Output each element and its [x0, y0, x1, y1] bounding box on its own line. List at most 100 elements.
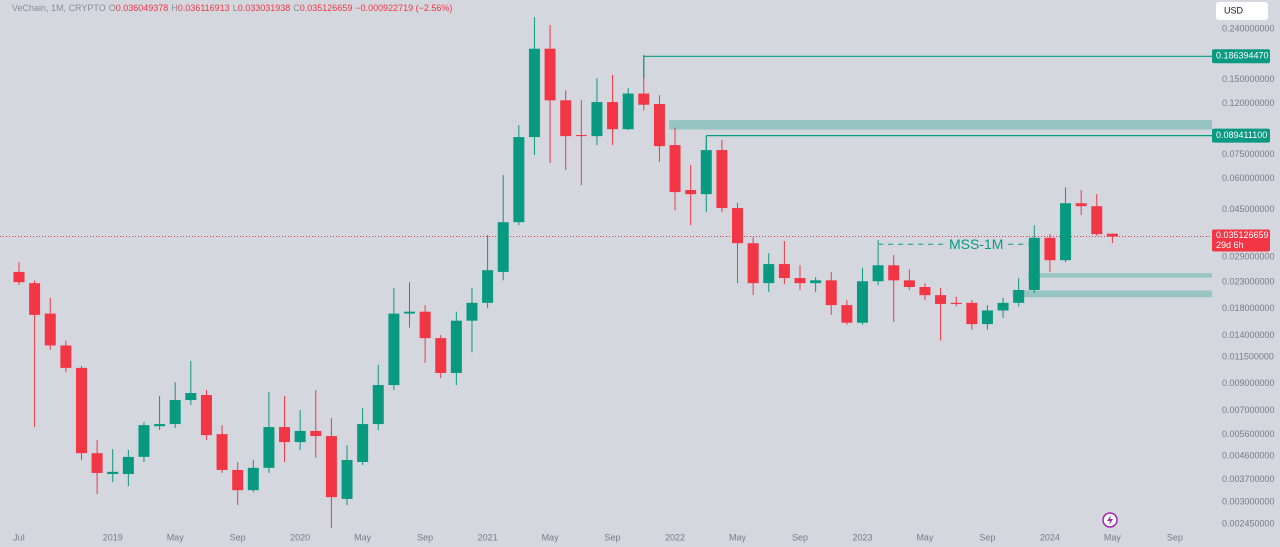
candle-body	[888, 265, 900, 281]
x-tick-label: May	[542, 532, 560, 542]
x-tick-label: Jul	[13, 532, 25, 542]
x-tick-label: 2022	[665, 532, 685, 542]
candle-body	[107, 471, 119, 475]
currency[interactable]: USD	[1224, 5, 1244, 15]
candle-body	[685, 190, 697, 195]
candle-body	[435, 338, 447, 373]
candle-body	[747, 243, 759, 284]
candle-body	[200, 394, 212, 436]
candle-body	[763, 264, 775, 284]
candle-body	[29, 283, 41, 315]
candle-body	[263, 427, 275, 468]
candle-body	[778, 264, 790, 279]
level-price-box	[1212, 128, 1270, 143]
level-price-box	[1212, 49, 1270, 64]
y-tick-label: 0.240000000	[1222, 23, 1275, 33]
alert-bolt	[1107, 515, 1113, 525]
candle-body	[1106, 233, 1118, 237]
legend-text: C	[293, 3, 300, 13]
candle-body	[13, 271, 25, 283]
candle-body	[528, 48, 540, 138]
candle-body	[450, 320, 462, 373]
candle-body	[372, 385, 384, 425]
candle-body	[935, 295, 947, 304]
level-price-label: 0.089411100	[1216, 130, 1267, 140]
candle-body	[825, 280, 837, 306]
x-tick-label: Sep	[605, 532, 621, 542]
y-tick-label: 0.014000000	[1222, 330, 1275, 340]
candle-body	[903, 280, 915, 287]
x-tick-label: 2019	[103, 532, 123, 542]
y-tick-label: 0.003700000	[1222, 474, 1275, 484]
candle-body	[638, 93, 650, 105]
current-price-label: 0.035126659	[1216, 230, 1269, 240]
y-tick-label: 0.004600000	[1222, 450, 1275, 460]
candle-body	[591, 102, 603, 137]
candle-body	[497, 222, 509, 272]
currency-box[interactable]	[1216, 2, 1268, 20]
candle-body	[419, 311, 431, 339]
candle-body	[513, 137, 525, 223]
legend-text: L	[232, 3, 238, 13]
y-tick-label: 0.029000000	[1222, 252, 1275, 262]
candle-body	[1075, 203, 1087, 207]
candle-body	[966, 302, 978, 325]
candle-body	[138, 425, 150, 457]
y-tick-label: 0.018000000	[1222, 303, 1275, 313]
candle-body	[122, 456, 134, 475]
zone	[1012, 290, 1212, 298]
legend-text: 0.036116913	[177, 3, 230, 13]
candle-body	[310, 430, 322, 437]
candle-body	[388, 313, 400, 386]
y-tick-label: 0.002450000	[1222, 518, 1275, 528]
y-tick-label: 0.120000000	[1222, 98, 1275, 108]
x-tick-label: Sep	[792, 532, 808, 542]
candle-body	[341, 460, 353, 499]
candle-body	[404, 311, 415, 314]
y-tick-label: 0.060000000	[1222, 173, 1275, 183]
candle-body	[1044, 237, 1056, 261]
level-price-label: 0.186394470	[1216, 51, 1269, 61]
candle-body	[575, 135, 587, 137]
x-tick-label: May	[354, 532, 372, 542]
x-tick-label: Sep	[230, 532, 246, 542]
candle-body	[810, 280, 822, 284]
legend-text: H	[171, 3, 178, 13]
x-tick-label: Sep	[1167, 532, 1183, 542]
candle-body	[794, 278, 806, 284]
candle-body	[91, 453, 103, 473]
candle-body	[732, 208, 744, 244]
candle-body	[482, 270, 494, 303]
legend-text: 0.035126659	[299, 3, 353, 13]
y-tick-label: 0.023000000	[1222, 277, 1275, 287]
candle-body	[44, 313, 56, 346]
zone	[1028, 273, 1212, 278]
x-tick-label: 2023	[852, 532, 872, 542]
x-tick-label: May	[167, 532, 185, 542]
candle-body	[232, 469, 244, 491]
candle-body	[247, 467, 259, 491]
legend-header: VeChain, 1M, CRYPTO O0.036049378 H0.036116…	[12, 3, 455, 13]
candle-body	[60, 345, 72, 368]
current-price-box	[1212, 229, 1270, 252]
candle-body	[279, 427, 291, 443]
candle-body	[981, 310, 993, 325]
candle-body	[216, 434, 228, 470]
candle-body	[950, 302, 962, 304]
candle-body	[325, 436, 337, 498]
candle-body	[154, 424, 166, 427]
y-tick-label: 0.045000000	[1222, 204, 1275, 214]
x-tick-label: Sep	[979, 532, 995, 542]
candle-body	[872, 265, 884, 282]
candle-body	[185, 393, 197, 401]
candle-body	[669, 145, 681, 193]
y-tick-label: 0.009000000	[1222, 378, 1275, 388]
candle-body	[841, 305, 853, 323]
candle-body	[169, 400, 181, 425]
candle-body	[622, 93, 634, 130]
candle-body	[357, 424, 369, 462]
x-tick-label: 2021	[478, 532, 498, 542]
y-tick-label: 0.150000000	[1222, 74, 1275, 84]
x-tick-label: May	[729, 532, 747, 542]
